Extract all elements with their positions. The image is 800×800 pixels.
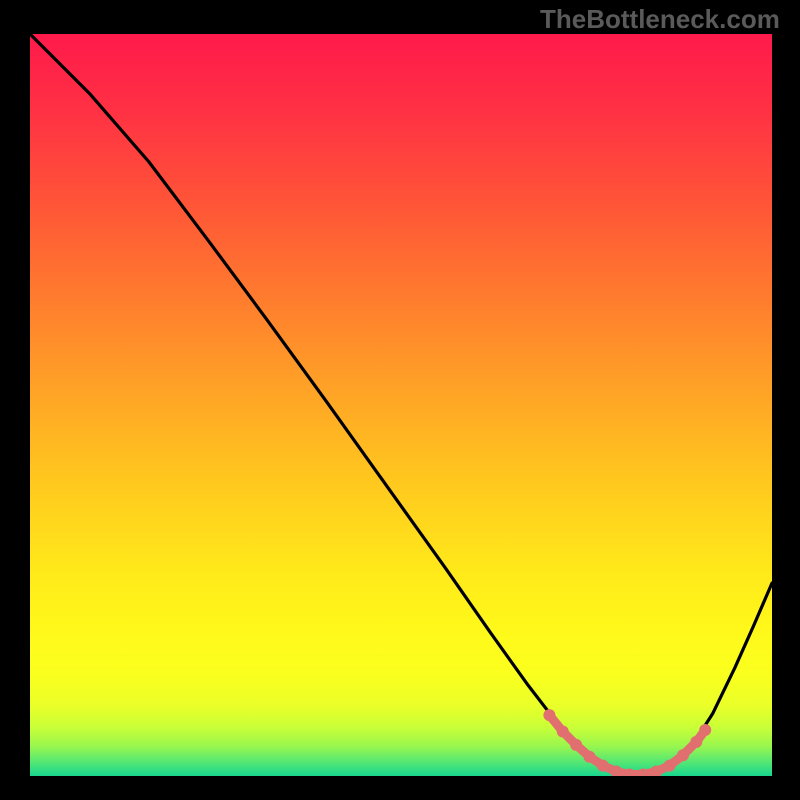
chart-plot-area xyxy=(30,34,772,776)
watermark-text: TheBottleneck.com xyxy=(540,4,780,35)
chart-svg xyxy=(30,34,772,776)
chart-background-gradient xyxy=(30,34,772,776)
